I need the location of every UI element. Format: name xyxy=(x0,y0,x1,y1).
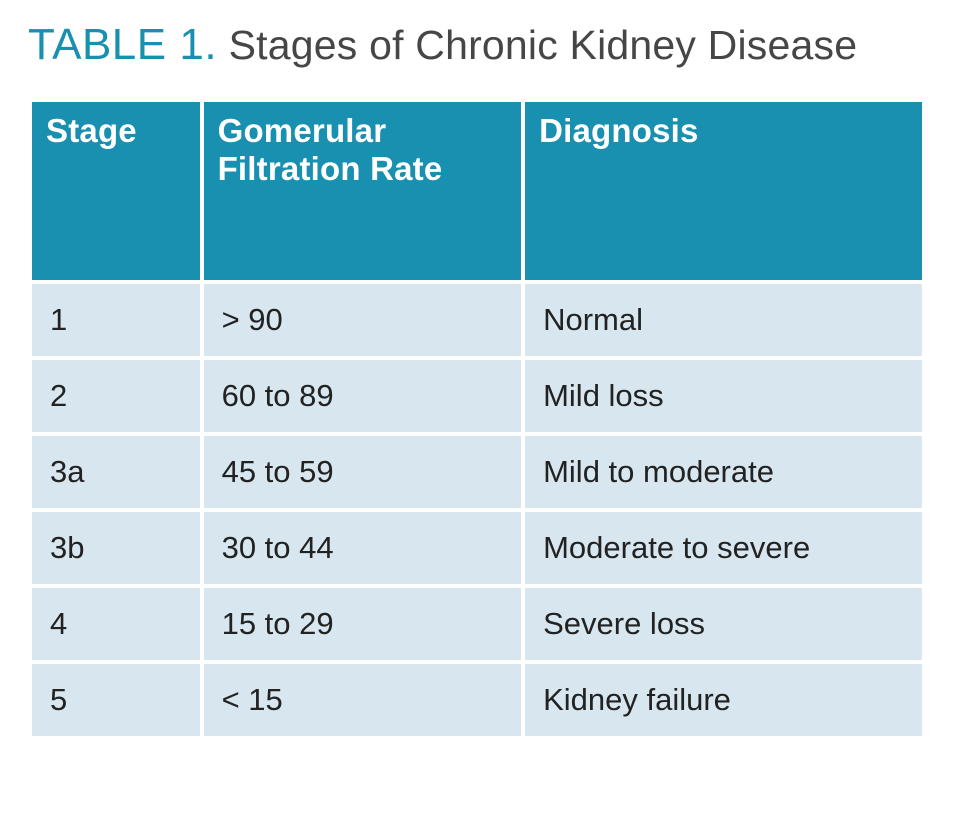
col-header-gfr: Gomerular Filtration Rate xyxy=(204,102,522,280)
cell-diagnosis: Normal xyxy=(525,284,922,356)
table-row: 5 < 15 Kidney failure xyxy=(32,664,922,736)
cell-diagnosis: Moderate to severe xyxy=(525,512,922,584)
cell-gfr: 60 to 89 xyxy=(204,360,522,432)
cell-stage: 5 xyxy=(32,664,200,736)
cell-gfr: > 90 xyxy=(204,284,522,356)
cell-stage: 1 xyxy=(32,284,200,356)
cell-diagnosis: Kidney failure xyxy=(525,664,922,736)
table-row: 2 60 to 89 Mild loss xyxy=(32,360,922,432)
title-rest: Stages of Chronic Kidney Disease xyxy=(217,22,857,68)
cell-gfr: 15 to 29 xyxy=(204,588,522,660)
table-row: 3a 45 to 59 Mild to moderate xyxy=(32,436,922,508)
table-row: 4 15 to 29 Severe loss xyxy=(32,588,922,660)
cell-diagnosis: Mild to moderate xyxy=(525,436,922,508)
title-prefix: TABLE 1. xyxy=(28,20,217,69)
cell-stage: 4 xyxy=(32,588,200,660)
col-header-diagnosis: Diagnosis xyxy=(525,102,922,280)
cell-gfr: 30 to 44 xyxy=(204,512,522,584)
cell-diagnosis: Severe loss xyxy=(525,588,922,660)
cell-gfr: < 15 xyxy=(204,664,522,736)
cell-diagnosis: Mild loss xyxy=(525,360,922,432)
cell-stage: 3b xyxy=(32,512,200,584)
table-row: 1 > 90 Normal xyxy=(32,284,922,356)
cell-stage: 2 xyxy=(32,360,200,432)
table-row: 3b 30 to 44 Moderate to severe xyxy=(32,512,922,584)
table-title: TABLE 1. Stages of Chronic Kidney Diseas… xyxy=(28,20,926,70)
cell-stage: 3a xyxy=(32,436,200,508)
cell-gfr: 45 to 59 xyxy=(204,436,522,508)
table-header-row: Stage Gomerular Filtration Rate Diagnosi… xyxy=(32,102,922,280)
col-header-stage: Stage xyxy=(32,102,200,280)
ckd-stages-table: Stage Gomerular Filtration Rate Diagnosi… xyxy=(28,98,926,740)
